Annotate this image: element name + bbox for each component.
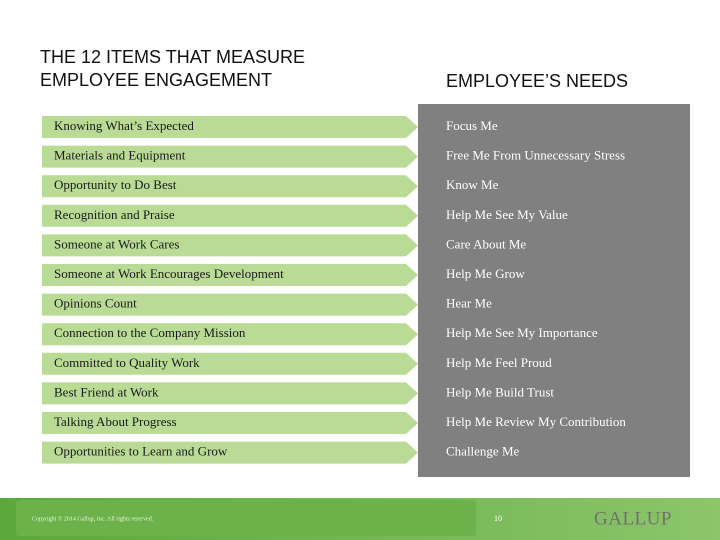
- item-text: Materials and Equipment: [54, 148, 186, 163]
- item-arrow: [42, 264, 418, 286]
- rows: Knowing What’s Expected Focus Me Materials…: [42, 116, 626, 464]
- need-text: Hear Me: [446, 296, 492, 311]
- item-arrow: [42, 204, 418, 227]
- need-text: Care About Me: [446, 236, 526, 251]
- item-arrow: [42, 382, 418, 405]
- item-text: Talking About Progress: [54, 414, 177, 429]
- copyright: Copyright © 2014 Gallup, Inc. All rights…: [32, 515, 154, 522]
- item-text: Someone at Work Encourages Development: [54, 266, 284, 281]
- item-arrow: [42, 441, 418, 464]
- item-text: Opportunity to Do Best: [54, 177, 177, 192]
- item-text: Opportunities to Learn and Grow: [54, 444, 228, 459]
- left-title-line: THE 12 ITEMS THAT MEASURE: [40, 47, 305, 67]
- logo: GALLUP: [594, 508, 672, 529]
- footer-panel: [16, 500, 476, 536]
- need-text: Help Me Grow: [446, 266, 525, 281]
- item-text: Committed to Quality Work: [54, 355, 200, 370]
- item-arrow: [42, 145, 418, 168]
- item-text: Opinions Count: [54, 296, 137, 311]
- item-arrow: [42, 175, 418, 198]
- item-arrow: [42, 293, 418, 316]
- item-text: Someone at Work Cares: [54, 236, 179, 251]
- need-text: Help Me Review My Contribution: [446, 414, 626, 429]
- item-arrow: [42, 116, 418, 138]
- left-title-line: EMPLOYEE ENGAGEMENT: [40, 70, 272, 90]
- need-text: Free Me From Unnecessary Stress: [446, 148, 625, 163]
- need-text: Know Me: [446, 177, 499, 192]
- right-title: EMPLOYEE’S NEEDS: [446, 71, 628, 91]
- item-arrow: [42, 352, 418, 375]
- needs-panel: [418, 104, 690, 477]
- item-text: Best Friend at Work: [54, 384, 159, 399]
- need-text: Focus Me: [446, 118, 498, 133]
- need-text: Challenge Me: [446, 444, 520, 459]
- need-text: Help Me Feel Proud: [446, 355, 552, 370]
- page-number: 10: [494, 514, 502, 523]
- item-arrow: [42, 412, 418, 434]
- item-text: Recognition and Praise: [54, 207, 175, 222]
- need-text: Help Me See My Importance: [446, 325, 598, 340]
- item-text: Connection to the Company Mission: [54, 325, 246, 340]
- need-text: Help Me See My Value: [446, 207, 568, 222]
- item-text: Knowing What’s Expected: [54, 118, 194, 133]
- need-text: Help Me Build Trust: [446, 384, 554, 399]
- item-arrow: [42, 234, 418, 257]
- item-arrow: [42, 323, 418, 346]
